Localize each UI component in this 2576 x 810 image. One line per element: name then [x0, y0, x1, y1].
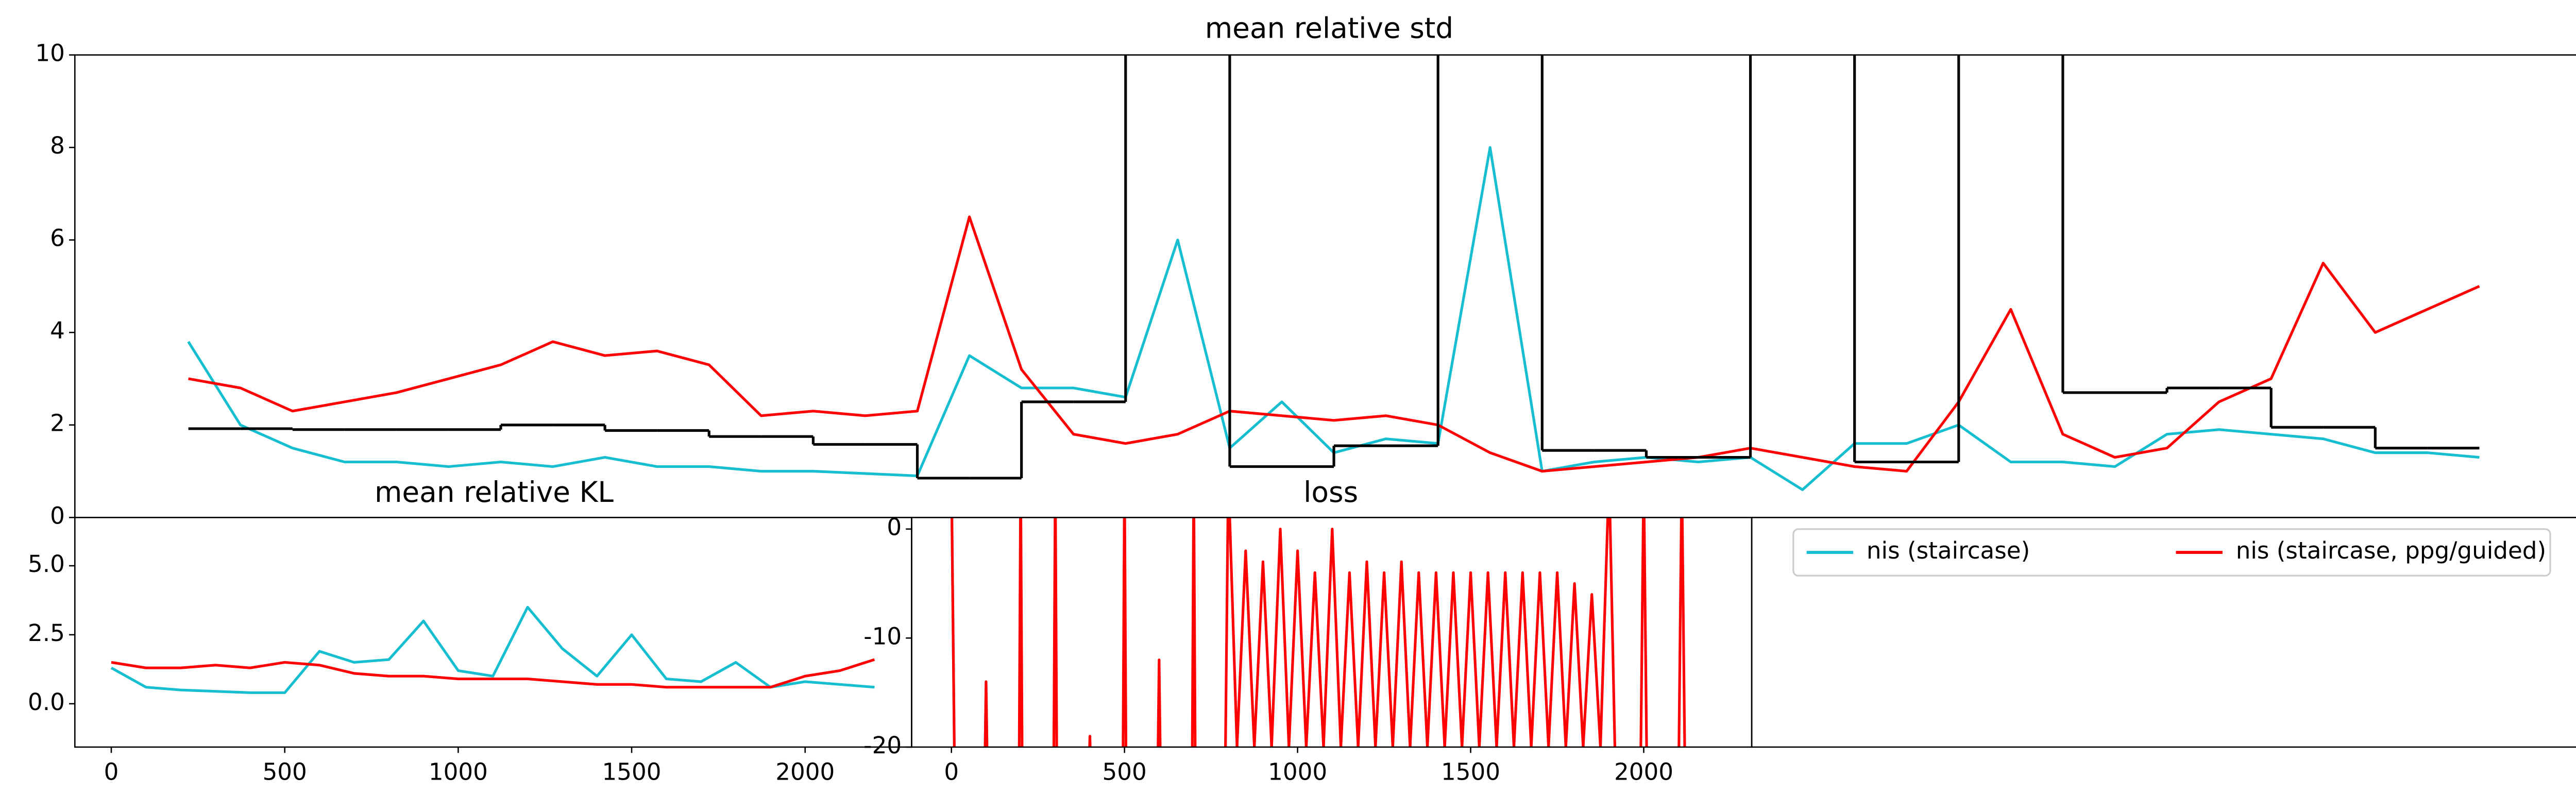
y-tick-label: 4 [50, 317, 65, 344]
x-tick-label: 500 [263, 758, 307, 786]
plot-area [951, 517, 1686, 747]
legend-label: nis (staircase, ppg/guided) [2236, 537, 2546, 564]
x-tick-label: 0 [104, 758, 119, 786]
y-tick-label: -20 [863, 732, 902, 759]
y-tick-label: -10 [863, 622, 902, 650]
legend-label: nis (staircase) [1867, 537, 2030, 564]
y-tick-label: 2 [50, 410, 65, 437]
plot-area [110, 605, 875, 694]
chart-title: mean relative KL [375, 476, 614, 509]
x-tick-label: 2000 [1614, 758, 1673, 786]
x-tick-label: 1500 [602, 758, 662, 786]
y-tick-label: 6 [50, 225, 65, 252]
series-line [111, 658, 875, 689]
x-tick-label: 1000 [429, 758, 488, 786]
chart-title: loss [1303, 476, 1358, 509]
plot-area [187, 55, 2480, 492]
x-tick-label: 1000 [1268, 758, 1327, 786]
y-tick-label: 2.5 [28, 619, 65, 647]
axes-frame [911, 516, 1753, 748]
y-tick-label: 5.0 [28, 550, 65, 578]
legend: nis (staircase) nis (staircase, ppg/guide… [1792, 528, 2551, 577]
x-tick-label: 500 [1103, 758, 1147, 786]
y-tick-label: 0 [50, 502, 65, 529]
series-line [951, 517, 1686, 747]
y-tick-label: 10 [35, 40, 64, 67]
x-tick-label: 2000 [775, 758, 835, 786]
series-line [110, 605, 875, 694]
series-line [188, 215, 2480, 473]
y-tick-label: 0 [887, 514, 902, 541]
x-tick-label: 1500 [1441, 758, 1500, 786]
y-tick-label: 8 [50, 132, 65, 159]
y-tick-label: 0.0 [28, 688, 65, 716]
chart-title: mean relative std [1205, 11, 1453, 44]
legend-box [1792, 528, 2551, 577]
x-tick-label: 0 [944, 758, 959, 786]
